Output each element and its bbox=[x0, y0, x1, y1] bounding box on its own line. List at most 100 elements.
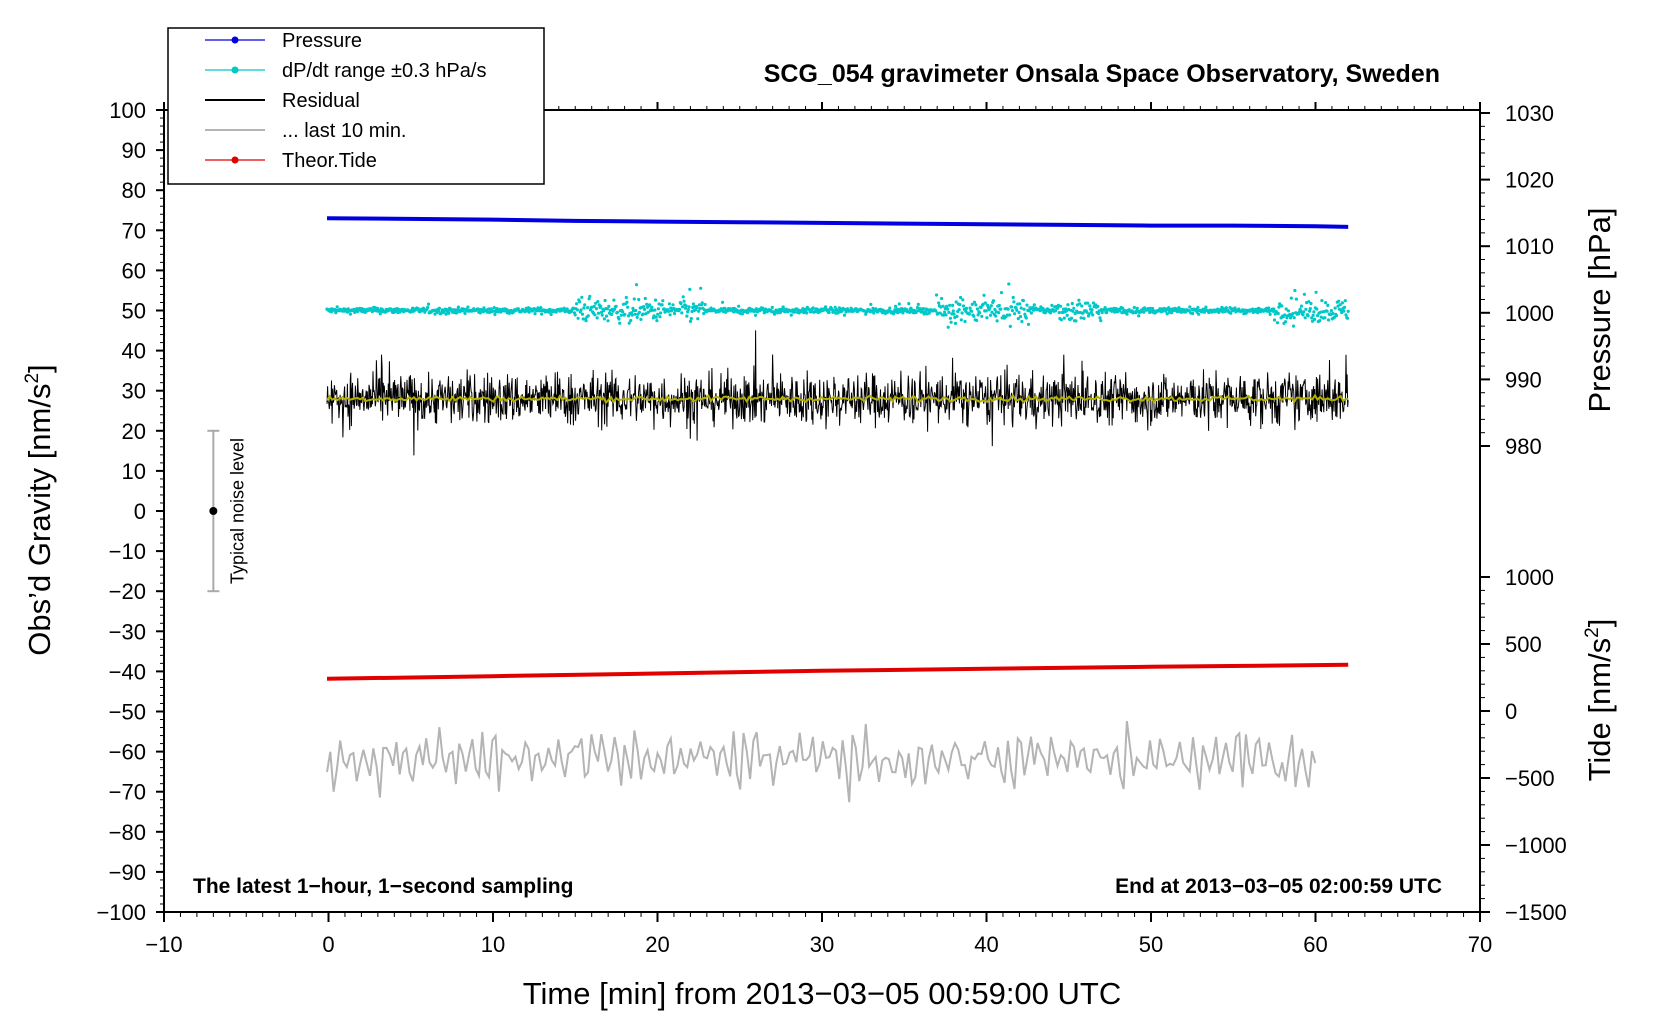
x-tick-label: 70 bbox=[1468, 932, 1492, 957]
dpdt-point bbox=[972, 314, 976, 318]
dpdt-point bbox=[1135, 306, 1139, 310]
dpdt-point bbox=[576, 316, 580, 320]
dpdt-point bbox=[679, 301, 683, 306]
y-tick-label: 80 bbox=[122, 178, 146, 203]
dpdt-point bbox=[1233, 306, 1237, 310]
dpdt-point bbox=[1077, 298, 1081, 302]
dpdt-point bbox=[624, 295, 628, 300]
dpdt-point bbox=[634, 308, 638, 313]
dpdt-point bbox=[1307, 300, 1311, 304]
dpdt-point bbox=[980, 314, 984, 318]
dpdt-point bbox=[1010, 309, 1015, 313]
dpdt-point bbox=[997, 311, 1001, 315]
dpdt-point bbox=[1021, 299, 1025, 303]
dpdt-point bbox=[659, 311, 663, 315]
dpdt-point bbox=[683, 306, 688, 310]
dpdt-point bbox=[723, 306, 727, 311]
dpdt-point bbox=[335, 305, 339, 309]
dpdt-point bbox=[1023, 312, 1027, 316]
dpdt-point bbox=[456, 305, 460, 309]
legend-marker bbox=[231, 156, 239, 164]
x-tick-label: 20 bbox=[645, 932, 669, 957]
dpdt-point bbox=[934, 293, 939, 297]
dpdt-point bbox=[1053, 309, 1058, 313]
dpdt-point bbox=[643, 296, 647, 301]
dpdt-point bbox=[579, 308, 583, 312]
dpdt-point bbox=[1196, 305, 1200, 310]
dpdt-point bbox=[1020, 319, 1024, 324]
dpdt-point bbox=[1017, 310, 1021, 315]
legend-items: Pressure dP/dt range ±0.3 hPa/s Residual..… bbox=[205, 30, 486, 172]
tide-axis-ticks: 1000 500 0 −500 −1000 −1500 bbox=[1480, 565, 1567, 925]
dpdt-point bbox=[580, 312, 585, 316]
dpdt-point bbox=[656, 312, 660, 316]
dpdt-point bbox=[1325, 309, 1329, 313]
y-tick-label: 0 bbox=[134, 499, 146, 524]
dpdt-point bbox=[1197, 312, 1201, 316]
dpdt-point bbox=[1333, 306, 1337, 310]
dpdt-point bbox=[680, 305, 685, 309]
dpdt-point bbox=[1311, 313, 1315, 317]
dpdt-point bbox=[573, 313, 577, 317]
dpdt-point bbox=[1175, 310, 1179, 314]
dpdt-point bbox=[348, 312, 352, 316]
dpdt-point bbox=[1080, 304, 1084, 308]
dpdt-point bbox=[687, 305, 691, 309]
dpdt-point bbox=[637, 297, 641, 302]
dpdt-point bbox=[941, 304, 945, 308]
legend: Pressure dP/dt range ±0.3 hPa/s Residual..… bbox=[167, 27, 545, 185]
tide-tick-label: 500 bbox=[1505, 632, 1542, 657]
residual-series-line bbox=[326, 330, 1349, 456]
dpdt-point bbox=[1284, 307, 1288, 311]
y-tick-label: 60 bbox=[122, 258, 146, 283]
dpdt-point bbox=[1076, 310, 1080, 315]
dpdt-point bbox=[1070, 316, 1074, 320]
dpdt-point bbox=[1059, 304, 1063, 308]
dpdt-point bbox=[997, 303, 1001, 308]
dpdt-point bbox=[575, 302, 579, 306]
dpdt-point bbox=[1074, 319, 1078, 323]
y-tick-label: −80 bbox=[109, 820, 146, 845]
dpdt-point bbox=[959, 295, 963, 300]
dpdt-point bbox=[1091, 313, 1095, 317]
dpdt-point bbox=[619, 313, 623, 317]
dpdt-point bbox=[1320, 299, 1324, 303]
dpdt-point bbox=[1301, 313, 1305, 317]
dpdt-point bbox=[916, 302, 920, 306]
y-tick-label: −60 bbox=[109, 740, 146, 765]
dpdt-point bbox=[582, 306, 586, 310]
dpdt-point bbox=[1103, 306, 1107, 310]
dpdt-point bbox=[605, 314, 609, 318]
dpdt-point bbox=[678, 307, 682, 311]
residual-smoothed-line bbox=[326, 393, 1349, 405]
dpdt-point bbox=[446, 309, 450, 313]
legend-label: Residual bbox=[282, 90, 360, 112]
tide-series-line bbox=[326, 662, 1349, 681]
dpdt-point bbox=[952, 312, 956, 316]
dpdt-point bbox=[894, 304, 898, 308]
dpdt-point bbox=[1310, 316, 1314, 320]
legend-box bbox=[167, 27, 545, 185]
dpdt-point bbox=[967, 312, 972, 316]
y-tick-label: −10 bbox=[109, 539, 146, 564]
noise-bar-center-dot bbox=[209, 507, 218, 515]
dpdt-point bbox=[686, 308, 690, 312]
dpdt-point bbox=[989, 304, 993, 308]
dpdt-point bbox=[592, 304, 596, 308]
tide-label-close: ] bbox=[1582, 619, 1617, 628]
dpdt-point bbox=[637, 310, 642, 314]
legend-marker bbox=[231, 36, 239, 44]
dpdt-point bbox=[1065, 313, 1069, 317]
dpdt-point bbox=[1289, 296, 1293, 300]
dpdt-point bbox=[1280, 304, 1284, 308]
dpdt-series bbox=[325, 282, 1350, 329]
dpdt-point bbox=[1073, 311, 1077, 316]
dpdt-point bbox=[1289, 316, 1293, 320]
x-tick-label: 0 bbox=[322, 932, 334, 957]
dpdt-point bbox=[599, 304, 603, 308]
dpdt-point bbox=[963, 319, 967, 324]
dpdt-point bbox=[631, 306, 635, 310]
dpdt-point bbox=[940, 296, 944, 301]
dpdt-point bbox=[907, 302, 911, 306]
dpdt-point bbox=[1291, 312, 1295, 316]
